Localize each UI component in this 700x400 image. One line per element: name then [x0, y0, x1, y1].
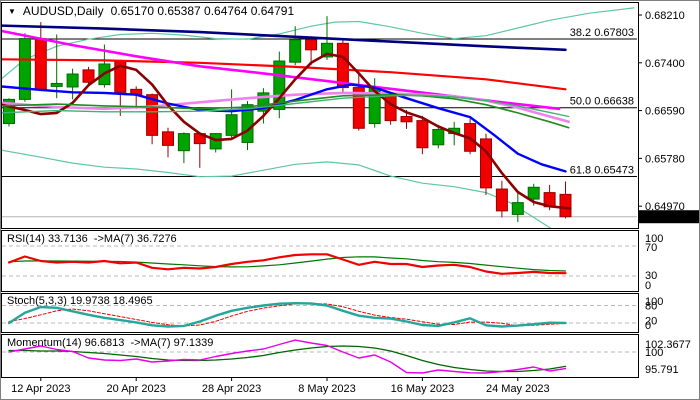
momentum-scale-label: 102.3677 — [645, 339, 691, 351]
candle-body-bear[interactable] — [305, 39, 318, 51]
x-axis-label: 20 Apr 2023 — [107, 383, 166, 395]
candle-body-bear[interactable] — [336, 42, 349, 89]
x-axis-label: 28 Apr 2023 — [202, 383, 261, 395]
momentum-scale-label: 100 — [645, 347, 663, 359]
last-price-label: 0.64791 — [642, 212, 682, 224]
main-chart-area[interactable] — [1, 7, 638, 245]
fib-level-label: 61.8 0.65473 — [570, 164, 634, 176]
candle-body-bear[interactable] — [480, 138, 492, 189]
ma-green-light-line — [2, 94, 570, 118]
candle-body-bear[interactable] — [400, 115, 413, 123]
rsi-scale-label: 70 — [645, 242, 657, 254]
x-axis-label: 24 May 2023 — [486, 383, 550, 395]
chart-title-bar: ▼ AUDUSD,Daily 0.65170 0.65387 0.64764 0.6… — [8, 4, 294, 18]
candle-body-bear[interactable] — [495, 188, 508, 212]
stoch-indicator-label: Stoch(5,3,3) 19.9738 18.4965 — [7, 295, 153, 307]
candle-body-bear[interactable] — [559, 193, 572, 218]
price-tick-label: 0.65780 — [645, 153, 685, 165]
rsi-scale-label: 100 — [645, 233, 663, 245]
momentum-ma-line — [8, 345, 567, 373]
candle-body-bear[interactable] — [162, 131, 174, 146]
candle-body-bull[interactable] — [241, 104, 254, 143]
stoch-scale-label: 100 — [645, 296, 663, 308]
candle-body-bull[interactable] — [66, 73, 79, 88]
candle-body-bull[interactable] — [432, 128, 445, 146]
candle-body-bull[interactable] — [225, 114, 238, 136]
last-price-box — [638, 210, 699, 224]
ma-maroon-line — [2, 52, 572, 210]
candle-body-bull[interactable] — [3, 98, 15, 125]
candle-body-bear[interactable] — [34, 38, 47, 90]
symbol-period-label: AUDUSD,Daily — [22, 4, 104, 18]
momentum-line — [8, 339, 567, 374]
candle-body-bear[interactable] — [146, 94, 159, 136]
ma-plum-line — [2, 91, 570, 124]
candle-body-bull[interactable] — [18, 38, 31, 100]
candle-body-bull[interactable] — [273, 60, 286, 110]
candle-body-bear[interactable] — [416, 120, 429, 149]
candle-body-bull[interactable] — [511, 202, 524, 215]
x-axis-label: 16 May 2023 — [391, 383, 455, 395]
candle-body-bull[interactable] — [50, 82, 63, 87]
candle-body-bear[interactable] — [352, 87, 365, 129]
candle-body-bull[interactable] — [321, 42, 333, 58]
candlestick-series — [3, 16, 572, 223]
stoch-k-line — [7, 302, 567, 328]
stoch-plot[interactable] — [2, 302, 638, 328]
ohlc-quote-label: 0.65170 0.65387 0.64764 0.64791 — [110, 4, 295, 18]
stoch-panel[interactable] — [1, 293, 639, 333]
fib-level-label: 50.0 0.66638 — [570, 96, 634, 108]
stoch-scale-label: 20 — [645, 316, 657, 328]
price-tick-label: 0.67400 — [645, 58, 685, 70]
momentum-indicator-label: Momentum(14) 96.6813 ->MA(7) 97.1339 — [7, 337, 214, 349]
mom-plot[interactable] — [2, 339, 638, 374]
price-tick-label: 0.66590 — [645, 106, 685, 118]
stoch-scale-label: 80 — [645, 301, 657, 313]
rsi-scale-label: 0 — [645, 280, 651, 292]
momentum-scale-label: 95.791 — [645, 364, 679, 376]
x-axis-label: 12 Apr 2023 — [11, 383, 70, 395]
time-scale[interactable]: 12 Apr 2023 20 Apr 2023 28 Apr 2023 8 May 2… — [11, 377, 550, 395]
rsi-line — [7, 253, 567, 275]
envelope-upper-line — [2, 7, 635, 80]
ma-green-dark-line — [2, 93, 570, 129]
candle-body-bull[interactable] — [289, 39, 302, 63]
candle-body-bull[interactable] — [177, 133, 190, 152]
x-axis-label: 8 May 2023 — [298, 383, 355, 395]
rsi-indicator-label: RSI(14) 33.7136 ->MA(7) 36.7276 — [7, 233, 177, 245]
candle-body-bull[interactable] — [527, 186, 540, 200]
symbol-dropdown-icon[interactable]: ▼ — [8, 6, 16, 16]
ma-navy-line — [2, 24, 567, 52]
ma-red-line — [2, 58, 567, 91]
ma-blue-line — [2, 83, 567, 173]
candle-body-bear[interactable] — [384, 94, 397, 122]
stoch-scale-label: 0 — [645, 320, 651, 332]
price-tick-label: 0.68210 — [645, 10, 685, 22]
rsi-scale-label: 30 — [645, 270, 657, 282]
rsi-plot[interactable] — [2, 245, 638, 277]
price-tick-label: 0.64970 — [645, 201, 685, 213]
price-scale[interactable]: 0.682100.674000.665900.657800.6497010070… — [638, 10, 700, 376]
stoch-d-line — [8, 303, 566, 327]
candle-body-bull[interactable] — [257, 92, 270, 112]
fib-level-label: 38.2 0.67803 — [570, 27, 634, 39]
candle-body-bear[interactable] — [82, 69, 95, 83]
